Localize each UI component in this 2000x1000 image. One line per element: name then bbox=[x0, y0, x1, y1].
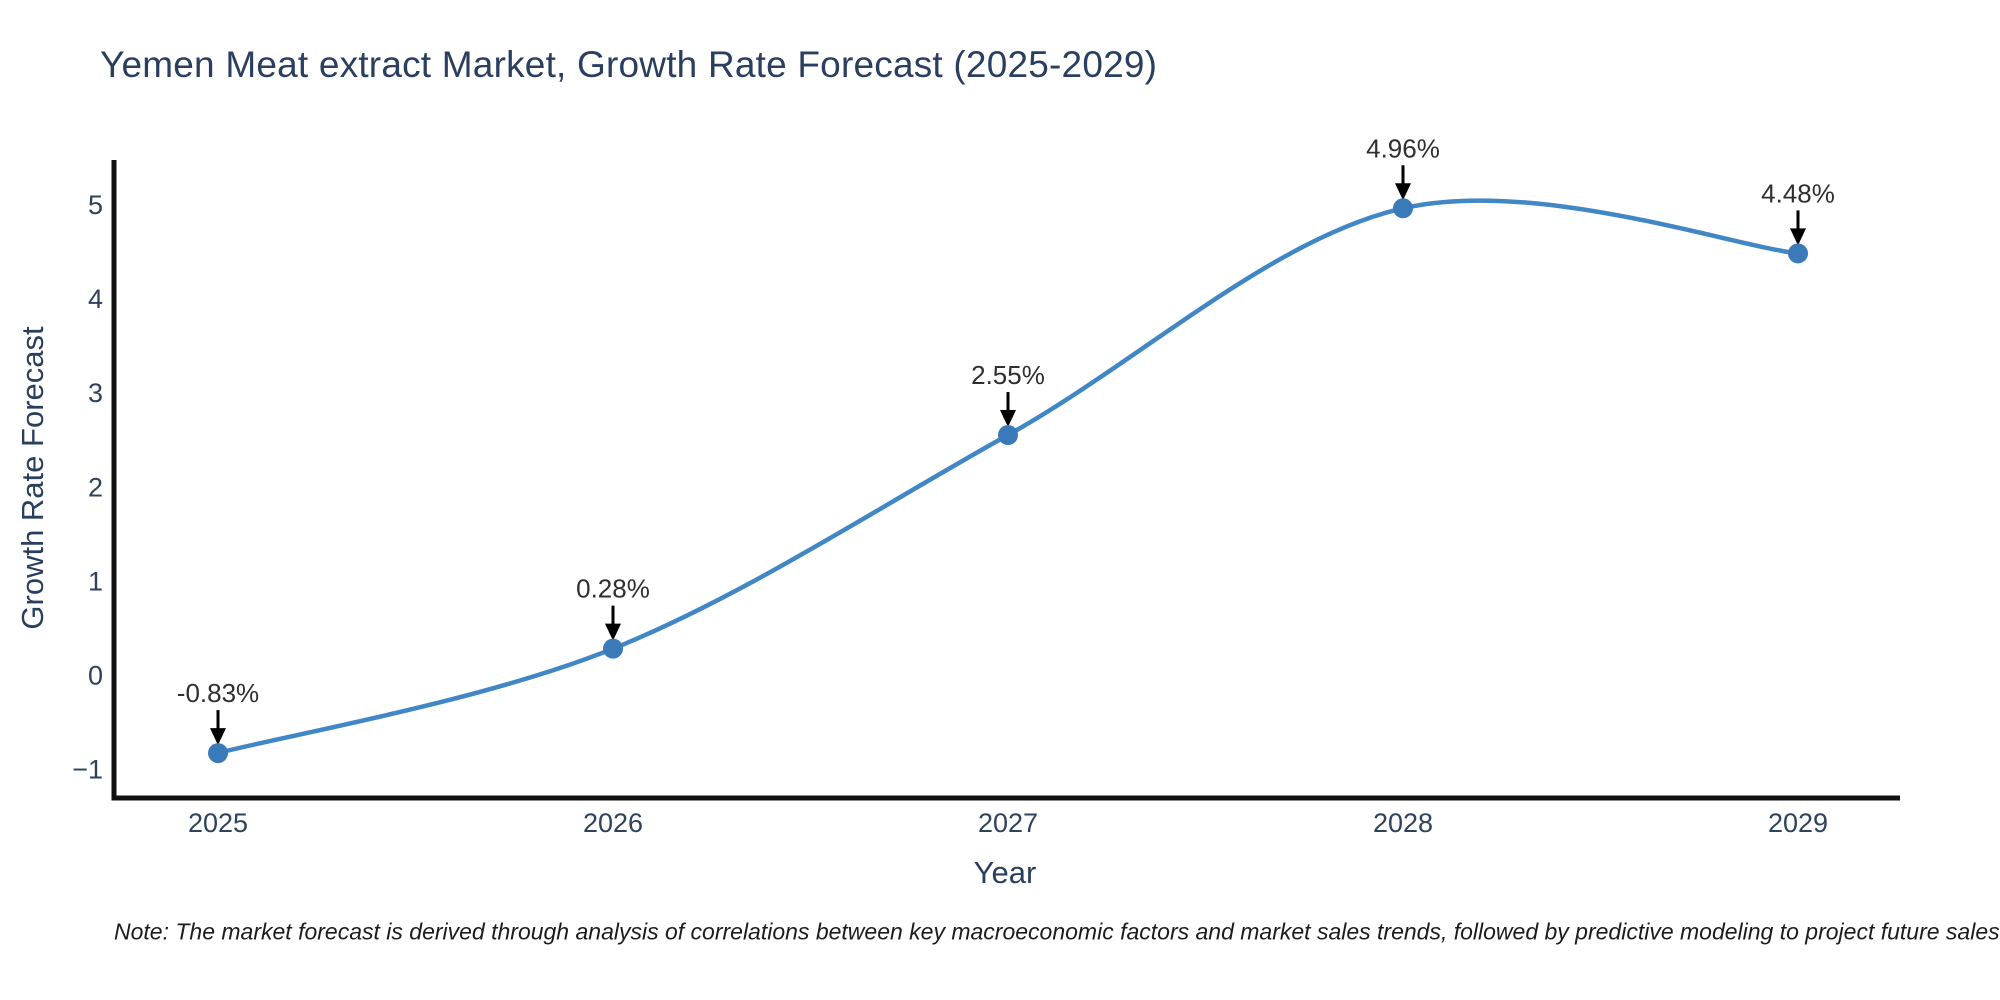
data-point-marker bbox=[998, 425, 1018, 446]
data-point-marker bbox=[208, 743, 228, 764]
x-tick-label: 2027 bbox=[978, 808, 1038, 838]
annotation-arrowhead bbox=[605, 623, 621, 641]
point-annotation: 4.48% bbox=[1761, 178, 1835, 208]
footnote-text: Note: The market forecast is derived thr… bbox=[114, 918, 2000, 945]
y-tick-label: 0 bbox=[88, 661, 103, 691]
chart-title: Yemen Meat extract Market, Growth Rate F… bbox=[100, 44, 1158, 86]
y-tick-label: 5 bbox=[88, 190, 103, 220]
data-point-marker bbox=[1393, 198, 1413, 219]
y-tick-label: 1 bbox=[88, 566, 103, 596]
data-point-marker bbox=[1788, 243, 1808, 264]
x-tick-label: 2028 bbox=[1373, 808, 1433, 838]
point-annotation: 0.28% bbox=[576, 574, 650, 604]
x-axis-title: Year bbox=[973, 855, 1037, 890]
y-tick-label: 3 bbox=[88, 378, 103, 408]
x-tick-label: 2025 bbox=[188, 808, 248, 838]
data-point-marker bbox=[603, 638, 623, 659]
annotation-arrowhead bbox=[1395, 183, 1411, 201]
point-annotation: -0.83% bbox=[177, 678, 259, 708]
annotation-arrowhead bbox=[210, 728, 226, 746]
annotation-arrowhead bbox=[1790, 228, 1806, 246]
point-annotation: 2.55% bbox=[971, 360, 1045, 390]
forecast-line bbox=[215, 198, 1801, 756]
annotation-arrowhead bbox=[1000, 410, 1016, 428]
y-tick-label: 2 bbox=[88, 472, 103, 502]
point-annotation: 4.96% bbox=[1366, 133, 1440, 163]
y-tick-label: 4 bbox=[88, 284, 103, 314]
x-tick-label: 2026 bbox=[583, 808, 643, 838]
y-tick-label: −1 bbox=[72, 755, 103, 785]
x-tick-label: 2029 bbox=[1768, 808, 1828, 838]
